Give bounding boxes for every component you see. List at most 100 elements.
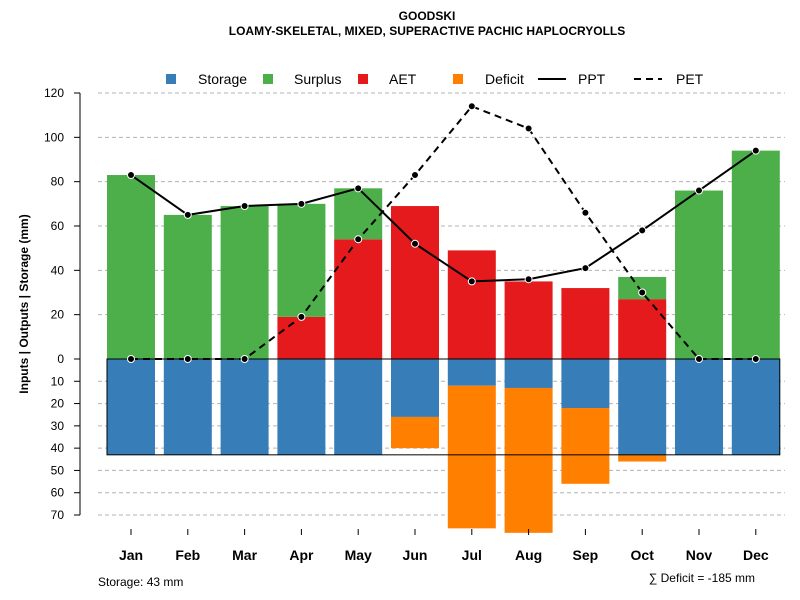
y-tick-label: 100 <box>44 130 64 144</box>
storage-bar-dec <box>731 359 780 455</box>
x-tick-label-jun: Jun <box>403 547 428 563</box>
legend-label-aet: AET <box>389 71 417 87</box>
storage-bar-oct <box>618 359 667 455</box>
x-tick-label-jul: Jul <box>462 547 482 563</box>
chart-subtitle: LOAMY-SKELETAL, MIXED, SUPERACTIVE PACHI… <box>229 24 625 38</box>
deficit-bar-jun <box>391 416 439 449</box>
pet-point-nov <box>695 355 703 363</box>
ppt-point-jul <box>467 277 476 286</box>
storage-bar-jul <box>447 359 496 386</box>
ppt-point-may <box>354 184 363 193</box>
pet-point-feb <box>183 355 192 363</box>
y-tick-label: 120 <box>44 86 64 100</box>
storage-bar-jun <box>391 359 439 417</box>
ppt-point-sep <box>581 264 590 273</box>
pet-point-apr <box>297 312 306 321</box>
x-tick-label-feb: Feb <box>175 547 200 563</box>
y-tick-label: 10 <box>51 374 65 388</box>
pet-point-sep <box>581 208 590 217</box>
storage-bar-sep <box>561 359 610 409</box>
deficit-bar-sep <box>561 408 610 484</box>
ppt-point-nov <box>695 186 703 195</box>
aet-bar-sep <box>561 288 610 359</box>
aet-bar-oct <box>618 299 667 359</box>
deficit-bar-jul <box>447 385 496 529</box>
pet-point-jul <box>467 102 476 111</box>
storage-bar-mar <box>220 359 269 455</box>
x-tick-label-apr: Apr <box>289 547 314 563</box>
series-lines <box>127 102 760 363</box>
surplus-bar-apr <box>277 203 326 317</box>
pet-point-aug <box>524 124 533 133</box>
pet-point-mar <box>240 355 249 363</box>
ppt-point-jun <box>411 239 419 248</box>
storage-capacity-box <box>106 358 781 456</box>
chart-title: GOODSKI <box>399 9 456 23</box>
legend-label-ppt: PPT <box>578 71 606 87</box>
y-tick-label: 80 <box>51 175 65 189</box>
x-tick-label-nov: Nov <box>686 547 713 563</box>
y-tick-label: 20 <box>51 397 65 411</box>
aet-bar-aug <box>504 281 553 359</box>
surplus-bar-may <box>334 188 383 240</box>
storage-bar-may <box>334 359 383 455</box>
axes: 0 20 40 60 80 100 120 10 20 30 40 50 60 70 Jan Feb Mar Ap… <box>44 86 769 563</box>
ppt-point-aug <box>524 275 533 284</box>
x-tick-label-jan: Jan <box>119 547 143 563</box>
aet-bar-may <box>334 239 383 359</box>
surplus-bar-mar <box>220 206 269 359</box>
ppt-point-oct <box>638 226 647 235</box>
legend-swatch-storage <box>166 74 176 84</box>
legend-swatch-aet <box>358 74 368 84</box>
surplus-bar-nov <box>675 190 723 359</box>
ppt-line <box>130 149 757 283</box>
aet-bar-jul <box>447 250 496 359</box>
deficit-note: ∑ Deficit = -185 mm <box>649 571 755 585</box>
storage-bar-apr <box>277 359 326 455</box>
x-tick-label-dec: Dec <box>743 547 769 563</box>
ppt-point-apr <box>297 199 306 208</box>
x-tick-label-sep: Sep <box>573 547 599 563</box>
legend-swatch-deficit <box>453 74 463 84</box>
bars <box>106 150 781 533</box>
storage-bar-nov <box>675 359 723 455</box>
aet-bar-apr <box>277 316 326 359</box>
legend-label-surplus: Surplus <box>294 71 341 87</box>
pet-point-may <box>354 235 363 244</box>
gridlines <box>98 92 785 516</box>
deficit-bar-aug <box>504 387 553 533</box>
storage-bar-feb <box>163 359 212 455</box>
y-tick-label: 60 <box>51 219 65 233</box>
storage-note: Storage: 43 mm <box>98 575 183 589</box>
y-tick-label: 60 <box>51 486 65 500</box>
pet-point-dec <box>751 355 760 363</box>
x-tick-label-aug: Aug <box>515 547 542 563</box>
legend-label-pet: PET <box>676 71 704 87</box>
pet-point-oct <box>638 288 647 297</box>
surplus-bar-jan <box>107 175 155 359</box>
deficit-bar-oct <box>618 454 667 462</box>
pet-line <box>131 105 756 360</box>
surplus-bar-feb <box>163 214 212 359</box>
legend: Storage Surplus AET Deficit PPT PET <box>166 71 704 87</box>
surplus-bar-oct <box>618 276 667 300</box>
legend-swatch-surplus <box>263 74 273 84</box>
ppt-point-mar <box>240 202 249 211</box>
x-tick-label-mar: Mar <box>232 547 257 563</box>
storage-bar-aug <box>504 359 553 388</box>
y-tick-label: 20 <box>51 308 65 322</box>
ppt-point-jan <box>127 171 135 180</box>
pet-point-jun <box>411 171 419 180</box>
y-tick-label: 50 <box>51 463 65 477</box>
y-tick-label: 40 <box>51 263 65 277</box>
legend-label-deficit: Deficit <box>485 71 524 87</box>
y-axis-label: Inputs | Outputs | Storage (mm) <box>17 214 31 393</box>
x-tick-label-may: May <box>345 547 372 563</box>
y-tick-label: 0 <box>57 352 64 366</box>
aet-bar-jun <box>391 206 439 359</box>
surplus-bar-dec <box>731 150 780 359</box>
ppt-point-feb <box>183 210 192 219</box>
pet-point-jan <box>127 355 135 363</box>
ppt-point-dec <box>751 146 760 155</box>
